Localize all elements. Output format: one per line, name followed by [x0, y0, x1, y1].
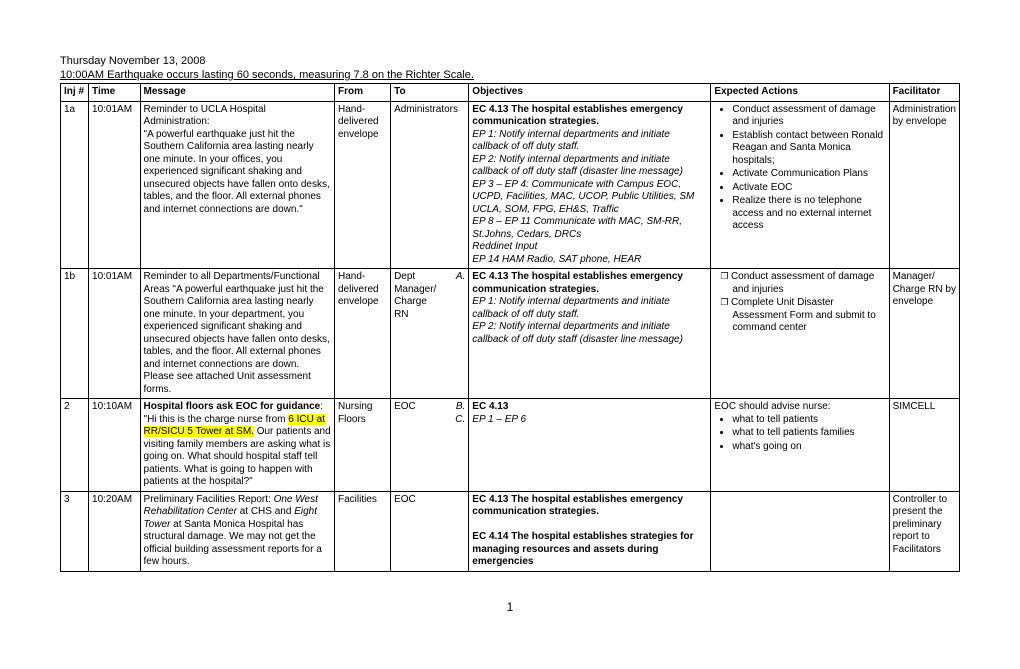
cell-inj: 2 [61, 399, 89, 492]
cell-time: 10:01AM [89, 269, 141, 399]
cell-from: Hand-delivered envelope [334, 269, 390, 399]
cell-to-letter: B. C. [447, 399, 469, 492]
obj-title1: EC 4.13 The hospital establishes emergen… [472, 494, 683, 518]
cell-time: 10:20AM [89, 491, 141, 571]
obj-ep1: EP 1: Notify internal departments and in… [472, 129, 670, 153]
cell-actions: Conduct assessment of damage and injurie… [711, 269, 889, 399]
cell-message: Reminder to UCLA Hospital Administration… [140, 101, 334, 269]
col-message: Message [140, 84, 334, 102]
table-row: 2 10:10AM Hospital floors ask EOC for gu… [61, 399, 960, 492]
obj-ep2: EP 2: Notify internal departments and in… [472, 321, 683, 345]
header-event: 10:00AM Earthquake occurs lasting 60 sec… [60, 69, 960, 81]
cell-to: EOC [391, 491, 469, 571]
cell-inj: 1b [61, 269, 89, 399]
action-item: Activate EOC [732, 182, 885, 195]
action-item: Establish contact between Ronald Reagan … [732, 130, 885, 168]
cell-objectives: EC 4.13 The hospital establishes emergen… [469, 101, 711, 269]
exercise-table: Inj # Time Message From To Objectives Ex… [60, 83, 960, 572]
letter-c: C. [455, 414, 465, 425]
cell-inj: 3 [61, 491, 89, 571]
cell-facilitator: SIMCELL [889, 399, 959, 492]
cell-objectives: EC 4.13 The hospital establishes emergen… [469, 491, 711, 571]
action-item: what to tell patients [732, 414, 885, 427]
obj-title: EC 4.13 [472, 401, 508, 412]
table-row: 1b 10:01AM Reminder to all Departments/F… [61, 269, 960, 399]
action-item: Conduct assessment of damage and injurie… [732, 104, 885, 129]
cell-facilitator: Manager/ Charge RN by envelope [889, 269, 959, 399]
msg-b: at CHS and [237, 506, 294, 517]
cell-to: Dept Manager/ Charge RN [391, 269, 447, 399]
obj-ep1: EP 1: Notify internal departments and in… [472, 296, 670, 320]
cell-message: Preliminary Facilities Report: One West … [140, 491, 334, 571]
cell-facilitator: Administration by envelope [889, 101, 959, 269]
obj-title2: EC 4.14 The hospital establishes strateg… [472, 531, 693, 567]
col-actions: Expected Actions [711, 84, 889, 102]
cell-message: Hospital floors ask EOC for guidance: "H… [140, 399, 334, 492]
action-item: Complete Unit Disaster Assessment Form a… [720, 297, 885, 335]
msg-quote-a: "Hi this is the charge nurse from [144, 414, 289, 425]
cell-actions: EOC should advise nurse: what to tell pa… [711, 399, 889, 492]
cell-actions: Conduct assessment of damage and injurie… [711, 101, 889, 269]
obj-reddinet: Reddinet Input [472, 241, 537, 252]
col-inj: Inj # [61, 84, 89, 102]
cell-inj: 1a [61, 101, 89, 269]
obj-ep3: EP 3 – EP 4: Communicate with Campus EOC… [472, 179, 694, 215]
letter-b: B. [456, 401, 465, 412]
table-row: 3 10:20AM Preliminary Facilities Report:… [61, 491, 960, 571]
cell-message: Reminder to all Departments/Functional A… [140, 269, 334, 399]
cell-objectives: EC 4.13 The hospital establishes emergen… [469, 269, 711, 399]
action-item: Realize there is no telephone access and… [732, 195, 885, 233]
table-row: 1a 10:01AM Reminder to UCLA Hospital Adm… [61, 101, 960, 269]
obj-title: EC 4.13 The hospital establishes emergen… [472, 271, 683, 295]
cell-time: 10:01AM [89, 101, 141, 269]
cell-objectives: EC 4.13 EP 1 – EP 6 [469, 399, 711, 492]
cell-to-letter: A. [447, 269, 469, 399]
action-item: what's going on [732, 441, 885, 454]
obj-ep8: EP 8 – EP 11 Communicate with MAC, SM-RR… [472, 216, 682, 240]
col-from: From [334, 84, 390, 102]
action-item: what to tell patients families [732, 427, 885, 440]
cell-actions [711, 491, 889, 571]
cell-facilitator: Controller to present the preliminary re… [889, 491, 959, 571]
page-number: 1 [60, 600, 960, 614]
col-objectives: Objectives [469, 84, 711, 102]
cell-from: Facilities [334, 491, 390, 571]
cell-to: EOC [391, 399, 447, 492]
msg-c: at Santa Monica Hospital has structural … [144, 519, 322, 568]
msg-lead: Hospital floors ask EOC for guidance [144, 401, 321, 412]
cell-from: Nursing Floors [334, 399, 390, 492]
obj-sub: EP 1 – EP 6 [472, 414, 526, 425]
obj-ep2: EP 2: Notify internal departments and in… [472, 154, 683, 178]
msg-lead: Reminder to UCLA Hospital Administration… [144, 104, 266, 128]
header-date: Thursday November 13, 2008 [60, 55, 960, 67]
col-time: Time [89, 84, 141, 102]
obj-title: EC 4.13 The hospital establishes emergen… [472, 104, 683, 128]
cell-from: Hand-delivered envelope [334, 101, 390, 269]
action-lead: EOC should advise nurse: [714, 401, 830, 412]
obj-ep14: EP 14 HAM Radio, SAT phone, HEAR [472, 254, 641, 265]
cell-time: 10:10AM [89, 399, 141, 492]
msg-body: "A powerful earthquake just hit the Sout… [144, 129, 330, 215]
msg-a: Preliminary Facilities Report: [144, 494, 274, 505]
action-item: Conduct assessment of damage and injurie… [720, 271, 885, 296]
col-facilitator: Facilitator [889, 84, 959, 102]
col-to: To [391, 84, 469, 102]
table-header-row: Inj # Time Message From To Objectives Ex… [61, 84, 960, 102]
action-item: Activate Communication Plans [732, 168, 885, 181]
cell-to: Administrators [391, 101, 469, 269]
